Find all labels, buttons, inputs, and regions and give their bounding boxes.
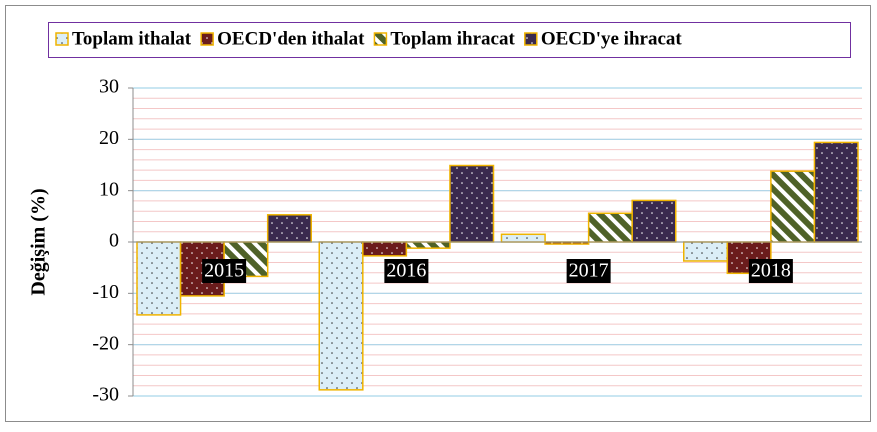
y-tick-label: 30 — [99, 76, 119, 98]
y-tick-label: 0 — [109, 230, 119, 252]
legend-label: Toplam ithalat — [72, 28, 192, 49]
x-tick-label: 2017 — [569, 260, 609, 282]
legend-box — [48, 22, 851, 58]
x-tick-label: 2018 — [751, 260, 791, 282]
category-label-bg — [748, 259, 793, 283]
legend: Toplam ithalat OECD'den ithalat Toplam ihr… — [55, 28, 683, 49]
legend-label: Toplam ihracat — [390, 28, 515, 49]
category-label-bg — [566, 259, 611, 283]
bar — [587, 212, 633, 243]
bar — [500, 233, 546, 243]
y-tick-label: 10 — [99, 178, 119, 200]
legend-swatch — [200, 32, 214, 46]
category-label-bg — [202, 259, 247, 283]
legend-swatch — [55, 32, 69, 46]
y-tick-label: 20 — [99, 127, 119, 149]
y-tick-label: -10 — [92, 281, 119, 303]
legend-swatch — [373, 32, 388, 46]
legend-label: OECD'den ithalat — [217, 28, 365, 49]
bar — [405, 241, 451, 249]
bar — [362, 241, 408, 257]
legend-swatch — [524, 32, 538, 46]
y-tick-label: -20 — [92, 332, 119, 354]
bar — [813, 141, 859, 243]
bar — [449, 164, 495, 243]
bar — [683, 241, 729, 262]
x-tick-label: 2016 — [386, 260, 426, 282]
bar — [631, 199, 677, 243]
chart-frame — [5, 5, 871, 422]
category-label-bg — [384, 259, 429, 283]
y-tick-label: -30 — [92, 384, 119, 406]
bar — [266, 214, 312, 243]
legend-label: OECD'ye ihracat — [541, 28, 683, 49]
bar — [318, 241, 364, 391]
bar — [770, 170, 816, 243]
x-tick-label: 2015 — [204, 260, 244, 282]
y-axis-label: Değişim (%) — [28, 188, 50, 295]
bar — [136, 241, 182, 316]
